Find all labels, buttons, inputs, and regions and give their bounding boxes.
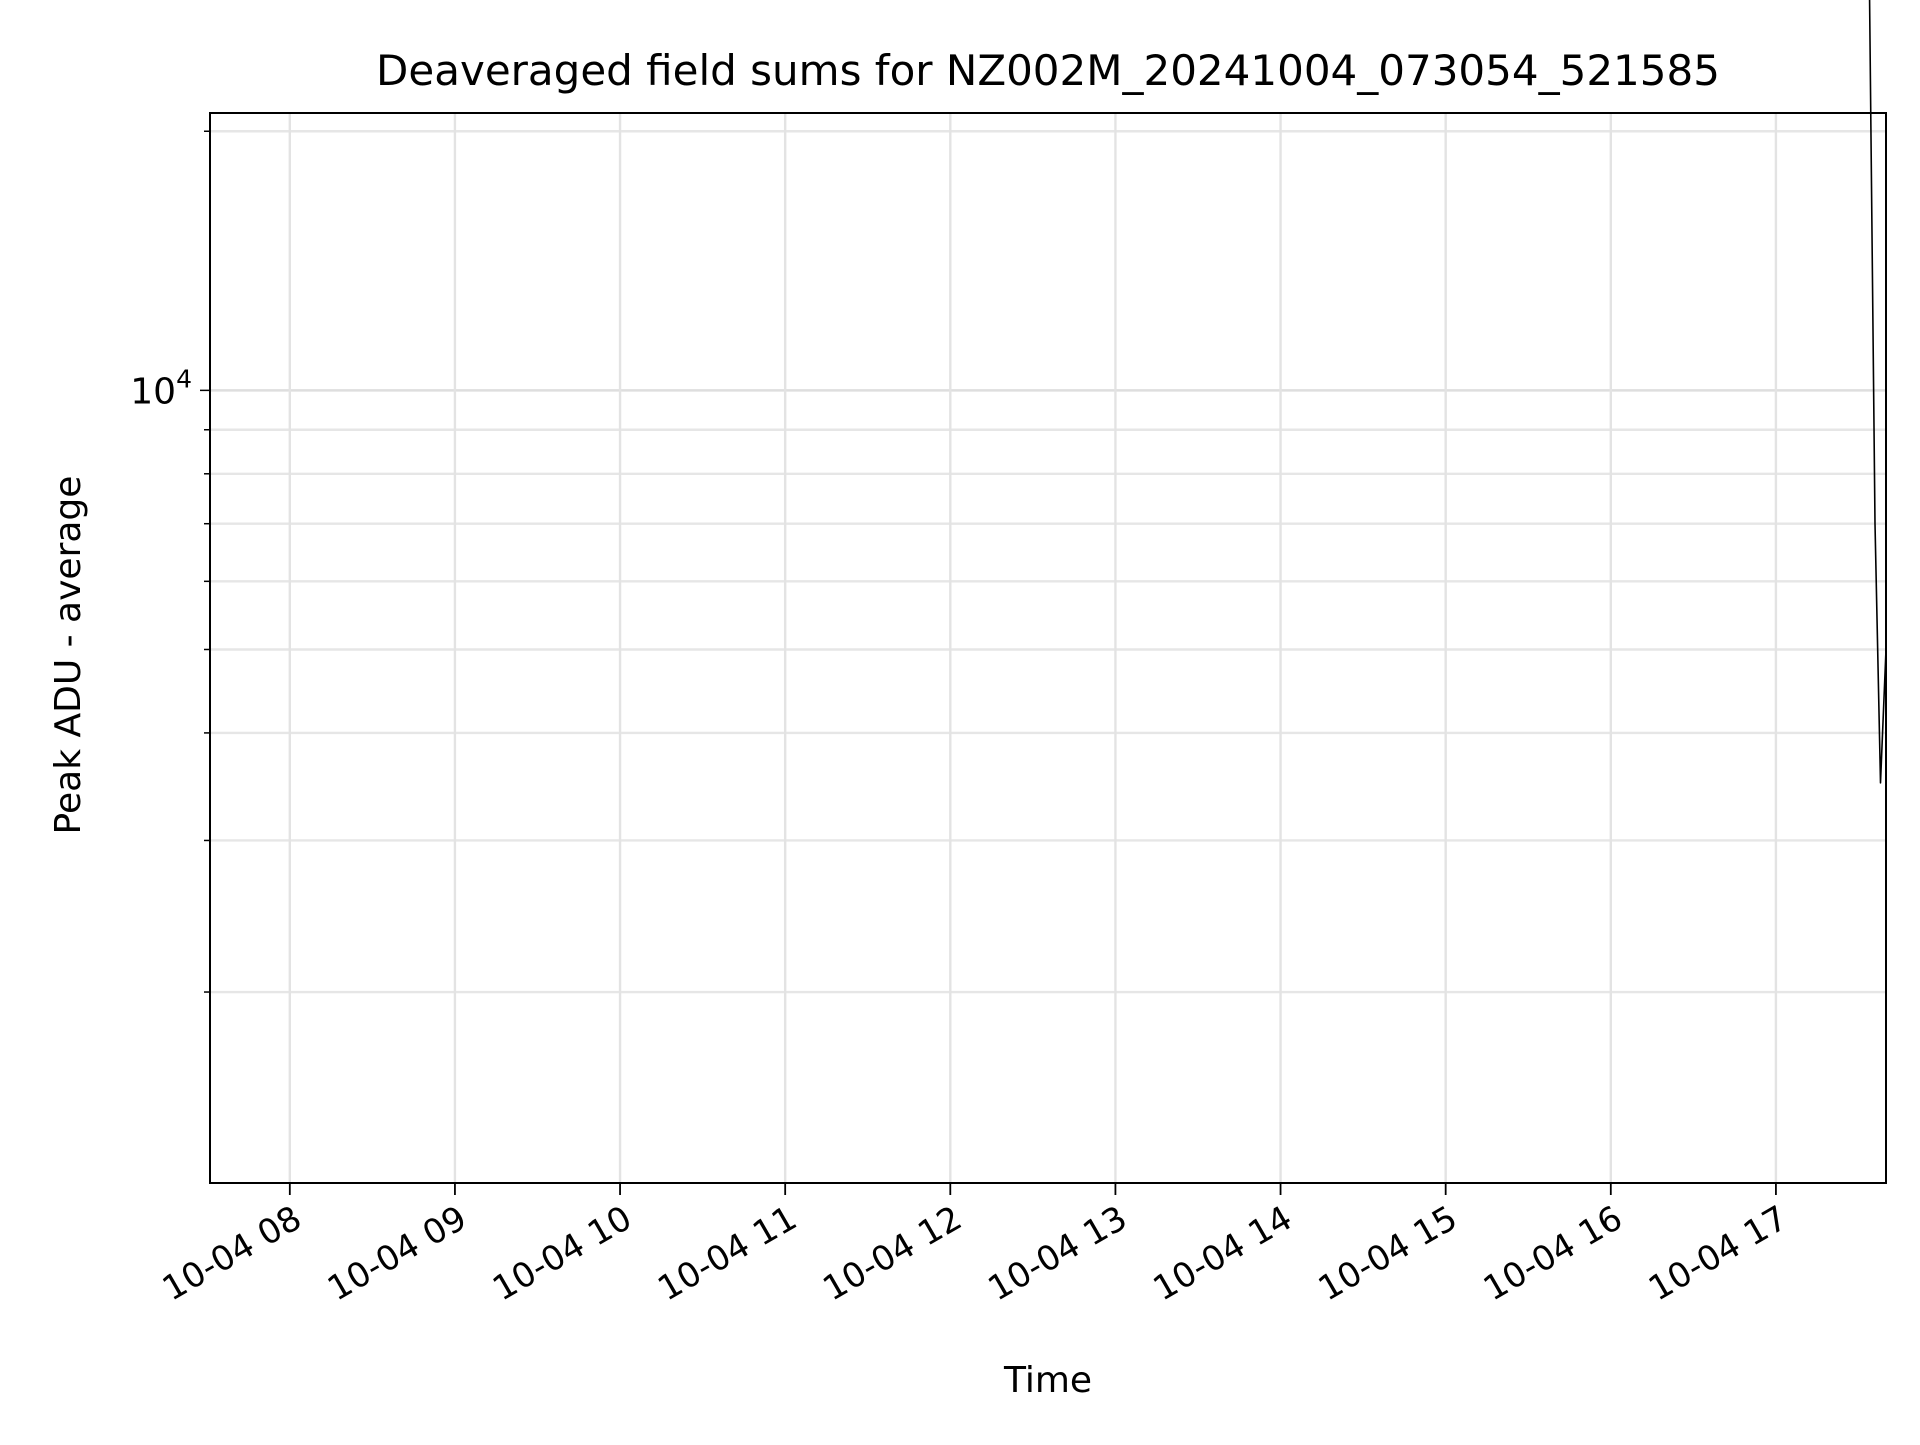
x-axis-label: Time	[1003, 1360, 1092, 1401]
chart-title: Deaveraged field sums for NZ002M_2024100…	[376, 46, 1720, 95]
grid-lines	[210, 113, 1886, 1183]
y-tick-label: 104	[130, 364, 192, 412]
axes-layer	[200, 112, 1887, 1195]
y-axis-label: Peak ADU - average	[48, 476, 89, 835]
plot-frame	[209, 112, 1887, 1184]
